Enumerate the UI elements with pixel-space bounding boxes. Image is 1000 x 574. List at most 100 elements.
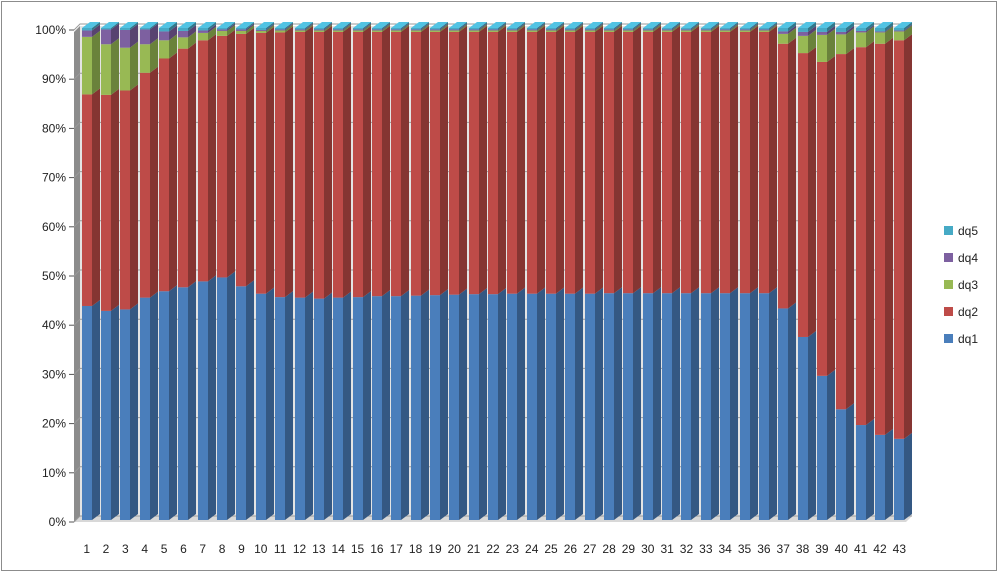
bar-segment-side-dq1 <box>401 290 409 520</box>
bar-segment-dq2 <box>507 31 517 294</box>
bar-segment-dq4 <box>875 31 885 33</box>
bar-segment-side-dq3 <box>537 24 545 32</box>
bar-segment-dq4 <box>546 29 556 31</box>
bar-segment-dq5 <box>469 28 479 30</box>
bar-segment-side-dq4 <box>672 23 680 31</box>
bar-segment-side-dq3 <box>614 24 622 32</box>
bar-segment-dq1 <box>295 297 305 520</box>
bar-segment-dq1 <box>236 286 246 520</box>
bar-segment-dq3 <box>411 30 421 32</box>
bar-segment-side-dq1 <box>266 287 274 520</box>
bar-segment-side-dq3 <box>595 24 603 32</box>
bar-segment-side-dq1 <box>653 287 661 520</box>
bar-segment-side-dq4 <box>866 24 874 33</box>
bar-segment-dq4 <box>295 29 305 31</box>
bar-segment-dq2 <box>740 31 750 294</box>
bar-segment-dq5 <box>643 28 653 30</box>
bar-top-face <box>740 22 758 28</box>
bar-group <box>585 22 603 520</box>
bar-segment-dq3 <box>701 30 711 32</box>
bar-segment-dq1 <box>565 293 575 520</box>
bar-segment-dq2 <box>856 47 866 426</box>
legend-swatch <box>944 226 953 235</box>
bar-group <box>701 22 719 520</box>
bar-segment-dq5 <box>120 28 130 30</box>
bar-segment-dq4 <box>275 29 285 31</box>
bar-segment-side-dq4 <box>324 23 332 31</box>
bar-segment-side-dq2 <box>208 34 216 282</box>
bar-segment-dq4 <box>198 30 208 33</box>
bar-segment-side-dq2 <box>246 27 254 287</box>
bar-segment-dq5 <box>295 28 305 30</box>
bar-segment-side-dq5 <box>285 22 293 30</box>
bar-segment-dq3 <box>333 30 343 32</box>
bar-segment-side-dq5 <box>382 22 390 30</box>
bar-segment-side-dq3 <box>808 29 816 54</box>
bar-segment-dq1 <box>604 293 614 520</box>
bar-segment-side-dq3 <box>517 24 525 32</box>
bar-segment-side-dq1 <box>111 304 119 520</box>
bar-segment-dq5 <box>314 28 324 30</box>
bar-segment-dq3 <box>469 30 479 32</box>
bar-group <box>681 22 699 520</box>
bar-segment-dq5 <box>198 28 208 31</box>
bar-segment-side-dq5 <box>788 22 796 32</box>
bar-group <box>759 22 777 520</box>
bar-segment-side-dq1 <box>305 291 313 520</box>
bar-segment-side-dq4 <box>904 24 912 32</box>
x-tick-label: 8 <box>219 542 226 556</box>
bar-segment-dq1 <box>314 298 324 520</box>
bar-segment-side-dq5 <box>827 22 835 32</box>
side-wall <box>74 26 80 522</box>
bar-segment-dq5 <box>391 28 401 30</box>
bar-segment-side-dq2 <box>227 29 235 278</box>
bar-segment-side-dq3 <box>382 24 390 32</box>
x-tick-label: 35 <box>738 542 752 556</box>
bar-segment-side-dq3 <box>653 24 661 32</box>
bar-segment-dq3 <box>314 30 324 32</box>
bar-segment-side-dq5 <box>208 22 216 31</box>
bar-top-face <box>662 22 680 28</box>
bar-top-face <box>101 22 119 28</box>
bar-segment-side-dq1 <box>324 292 332 520</box>
bar-segment-side-dq5 <box>401 22 409 30</box>
x-tick-label: 21 <box>467 542 481 556</box>
bar-top-face <box>256 22 274 28</box>
x-tick-label: 41 <box>854 542 868 556</box>
bar-segment-dq2 <box>817 61 827 376</box>
bar-top-face <box>875 22 893 28</box>
bar-segment-side-dq2 <box>730 25 738 294</box>
bar-segment-side-dq3 <box>750 24 758 32</box>
bar-segment-side-dq5 <box>672 22 680 30</box>
bar-group <box>178 22 196 520</box>
bar-segment-dq1 <box>372 296 382 520</box>
bar-segment-side-dq5 <box>730 22 738 30</box>
x-tick-label: 39 <box>815 542 829 556</box>
x-tick-label: 2 <box>103 542 110 556</box>
bar-segment-side-dq2 <box>769 25 777 294</box>
bar-group <box>778 22 796 520</box>
bar-segment-side-dq2 <box>305 25 313 298</box>
bar-segment-dq2 <box>391 31 401 297</box>
bar-segment-dq2 <box>585 31 595 294</box>
bar-segment-dq1 <box>836 409 846 520</box>
x-tick-label: 16 <box>370 542 384 556</box>
bar-group <box>391 22 409 520</box>
bar-segment-side-dq3 <box>150 38 158 73</box>
bar-segment-side-dq5 <box>517 22 525 30</box>
x-tick-label: 28 <box>602 542 616 556</box>
bar-top-face <box>178 22 196 28</box>
bar-segment-dq3 <box>178 37 188 49</box>
bar-segment-side-dq5 <box>575 22 583 30</box>
bar-segment-side-dq5 <box>750 22 758 30</box>
bar-segment-dq2 <box>159 58 169 292</box>
bar-segment-side-dq1 <box>595 287 603 520</box>
bar-segment-side-dq4 <box>769 23 777 31</box>
bar-segment-side-dq1 <box>750 287 758 520</box>
bar-segment-side-dq4 <box>517 23 525 31</box>
x-tick-label: 38 <box>796 542 810 556</box>
x-tick-label: 40 <box>835 542 849 556</box>
bar-top-face <box>159 22 177 28</box>
bar-segment-dq4 <box>140 29 150 45</box>
x-tick-label: 18 <box>409 542 423 556</box>
